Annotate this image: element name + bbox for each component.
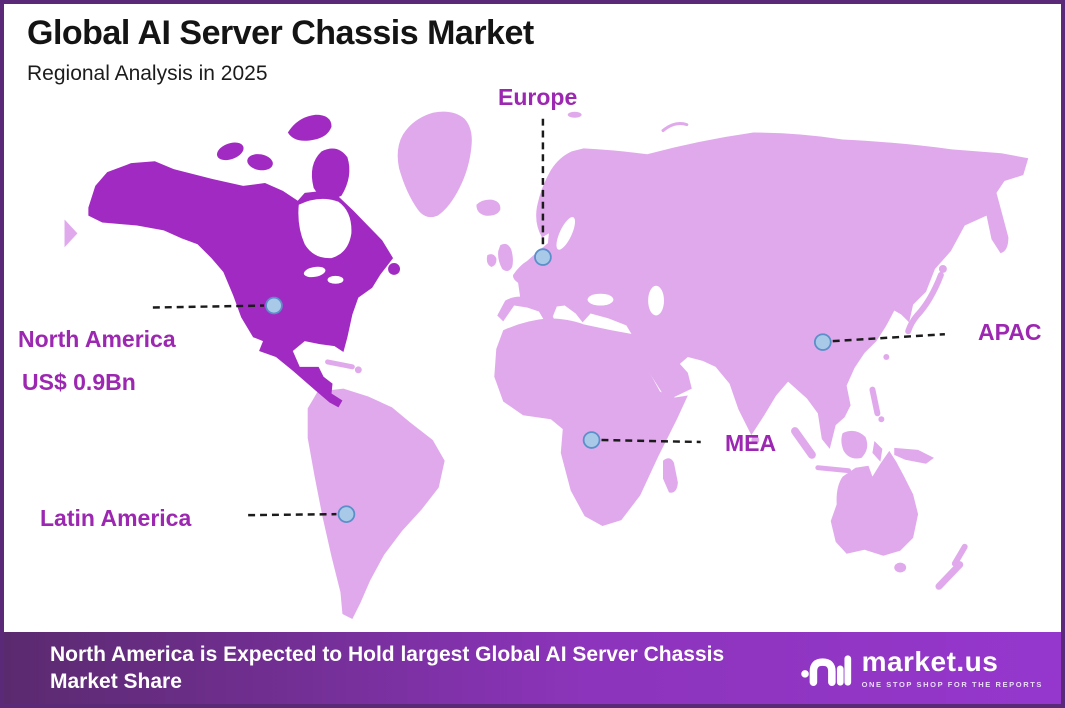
region-greenland [397, 111, 472, 218]
region-label-north-america: North America [18, 326, 176, 352]
north-america-callout-line [152, 304, 265, 309]
region-north-america-highlight [88, 114, 401, 408]
bottom-banner: North America is Expected to Hold larges… [4, 632, 1061, 704]
page-subtitle: Regional Analysis in 2025 [27, 62, 268, 86]
region-eurasia [497, 132, 1029, 449]
region-australia [830, 450, 919, 556]
north-america-marker [265, 296, 283, 315]
map-water-cutouts [298, 198, 665, 316]
logo-tagline: ONE STOP SHOP FOR THE REPORTS [861, 679, 1043, 689]
region-africa [494, 318, 688, 527]
location-markers [265, 248, 832, 523]
region-label-europe: Europe [498, 84, 578, 110]
world-map [64, 111, 1029, 619]
latin-america-marker [337, 505, 356, 523]
apac-marker [813, 333, 832, 351]
mea-marker [582, 431, 601, 449]
header: Global AI Server Chassis Market Regional… [27, 14, 534, 86]
north-america-market-value: US$ 0.9Bn [22, 369, 136, 395]
logo-text: market.us ONE STOP SHOP FOR THE REPORTS [861, 645, 1043, 689]
callout-lines [152, 118, 945, 517]
logo-brand-name: market.us [861, 645, 999, 677]
banner-headline: North America is Expected to Hold larges… [50, 642, 725, 693]
page-title: Global AI Server Chassis Market [27, 14, 534, 52]
mea-callout-line [601, 438, 701, 444]
market-us-logo: market.us ONE STOP SHOP FOR THE REPORTS [800, 645, 1061, 691]
latin-america-callout-line [248, 512, 337, 517]
region-label-latin-america: Latin America [40, 505, 192, 531]
region-south-america [307, 388, 445, 619]
europe-marker [534, 248, 552, 266]
market-us-waveform-icon [800, 655, 851, 687]
region-label-mea: MEA [725, 430, 777, 456]
map-base-regions [64, 111, 1029, 619]
apac-callout-line [832, 332, 945, 343]
map-island-arcs [325, 122, 968, 590]
region-label-apac: APAC [978, 319, 1042, 345]
